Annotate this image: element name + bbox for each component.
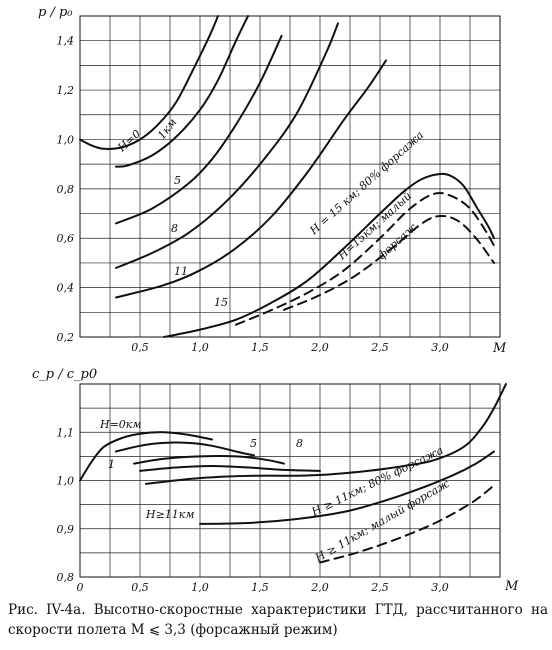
pressure-series-line: [283, 214, 495, 311]
fuel-x-tick-label: 0: [77, 581, 84, 594]
pressure-series-line: [115, 34, 283, 225]
fuel-y-axis-label: c_p / c_p0: [32, 367, 97, 382]
specific-fuel-chart: 0,8 0,9 1,0 1,1 0 0,5 1,0 1,5 2,0 2,5 3,0 c_p / c…: [32, 367, 519, 594]
fuel-series-line: [133, 455, 285, 465]
fuel-x-tick-label: 2,5: [370, 581, 389, 594]
label-curve-5b: 5: [250, 437, 257, 450]
fuel-y-tick-label: 1,0: [57, 475, 75, 488]
label-curve-8: 8: [171, 222, 178, 235]
label-curve-5: 5: [174, 174, 181, 187]
fuel-y-ticks: 0,8 0,9 1,0 1,1: [57, 426, 75, 584]
label-curve-8b: 8: [296, 437, 303, 450]
label-curve-11: 11: [174, 265, 188, 278]
pressure-y-tick-label: 1,0: [57, 133, 75, 146]
fuel-x-tick-label: 1,5: [251, 581, 269, 594]
fuel-series-line: [139, 465, 321, 472]
label-h11km: H≥11км: [145, 508, 195, 521]
pressure-series-line: [115, 22, 339, 269]
pressure-series-line: [79, 15, 219, 150]
label-11km-low-afterburner: H ≥ 11км; малый форсаж: [312, 477, 452, 565]
pressure-ratio-chart: 0,2 0,4 0,6 0,8 1,0 1,2 1,4 0,5 1,0 1,5 2,0 2,5 3,0…: [38, 5, 507, 356]
pressure-y-tick-label: 0,2: [57, 331, 75, 344]
fuel-x-ticks: 0 0,5 1,0 1,5 2,0 2,5 3,0: [77, 581, 449, 594]
pressure-y-tick-label: 0,4: [57, 282, 75, 295]
fuel-x-axis-label: M: [504, 579, 519, 594]
fuel-y-tick-label: 0,8: [57, 571, 75, 584]
pressure-x-ticks: 0,5 1,0 1,5 2,0 2,5 3,0: [131, 341, 449, 354]
pressure-y-ticks: 0,2 0,4 0,6 0,8 1,0 1,2 1,4: [57, 35, 75, 344]
pressure-x-axis-label: M: [492, 341, 507, 356]
fuel-series-line: [199, 450, 495, 525]
pressure-y-axis-label: p / p₀: [38, 5, 73, 20]
pressure-y-tick-label: 1,4: [57, 35, 75, 48]
pressure-frame: [79, 15, 501, 338]
pressure-x-tick-label: 2,0: [310, 341, 329, 354]
label-curve-15: 15: [214, 296, 228, 309]
label-11km-80-afterburner: H ≥ 11км; 80% форсажа: [309, 444, 446, 520]
pressure-series-line: [115, 59, 387, 299]
fuel-series-line: [115, 441, 255, 457]
fuel-x-tick-label: 1,0: [191, 581, 209, 594]
label-curve-1: 1: [108, 458, 115, 471]
pressure-y-tick-label: 0,6: [57, 232, 75, 245]
pressure-x-tick-label: 0,5: [131, 341, 149, 354]
pressure-series-line: [115, 15, 249, 168]
pressure-y-tick-label: 0,8: [57, 183, 75, 196]
pressure-series-line: [235, 191, 495, 326]
fuel-series-line: [79, 431, 213, 482]
label-15km-80-afterburner: H = 15 км; 80% форсажа: [307, 128, 427, 237]
label-h0km: H=0км: [99, 418, 142, 431]
fuel-y-tick-label: 0,9: [57, 523, 75, 536]
fuel-series-line: [319, 484, 495, 564]
figure-caption: Рис. IV-4а. Высотно-скоростные характери…: [8, 602, 548, 638]
fuel-x-tick-label: 2,0: [310, 581, 329, 594]
fuel-x-tick-label: 0,5: [131, 581, 149, 594]
fuel-curves: [79, 383, 507, 564]
pressure-x-tick-label: 3,0: [431, 341, 449, 354]
pressure-x-tick-label: 1,5: [251, 341, 269, 354]
fuel-grid: [80, 384, 500, 577]
pressure-series-line: [163, 172, 495, 338]
pressure-curves: [79, 15, 495, 338]
fuel-x-tick-label: 3,0: [431, 581, 449, 594]
pressure-x-tick-label: 1,0: [191, 341, 209, 354]
pressure-y-tick-label: 1,2: [57, 84, 75, 97]
fuel-series-line: [145, 383, 507, 485]
pressure-x-tick-label: 2,5: [370, 341, 389, 354]
pressure-grid: [80, 16, 500, 337]
fuel-y-tick-label: 1,1: [57, 426, 75, 439]
